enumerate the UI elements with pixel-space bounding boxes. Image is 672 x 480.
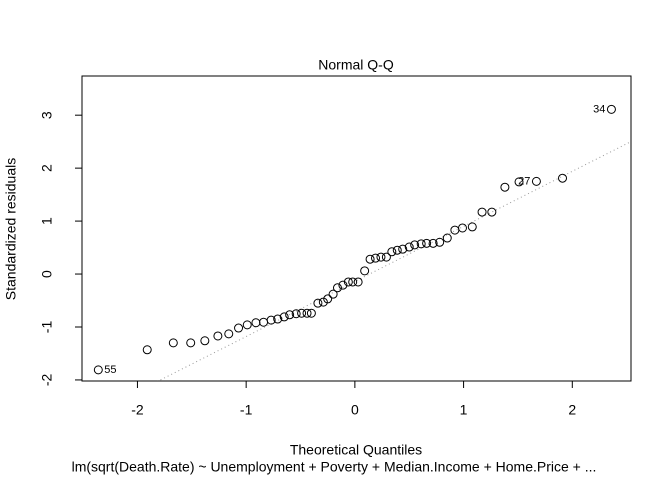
point bbox=[332, 283, 342, 293]
y-tick-label: 1 bbox=[39, 217, 55, 225]
point bbox=[224, 329, 234, 339]
point bbox=[467, 222, 477, 232]
point bbox=[606, 104, 616, 114]
point bbox=[392, 245, 402, 255]
point bbox=[410, 240, 420, 250]
point bbox=[450, 225, 460, 235]
point bbox=[285, 310, 295, 320]
point bbox=[328, 289, 338, 299]
point bbox=[558, 173, 568, 183]
point bbox=[343, 277, 353, 287]
point bbox=[273, 314, 283, 324]
point bbox=[381, 252, 391, 262]
point bbox=[457, 223, 467, 233]
point bbox=[376, 252, 386, 262]
point bbox=[313, 298, 323, 308]
point bbox=[477, 207, 487, 217]
point bbox=[435, 237, 445, 247]
chart-title: Normal Q-Q bbox=[318, 57, 394, 73]
point bbox=[93, 365, 103, 375]
point bbox=[200, 336, 210, 346]
point bbox=[186, 338, 196, 348]
point bbox=[371, 253, 381, 263]
point bbox=[442, 233, 452, 243]
point bbox=[365, 254, 375, 264]
point bbox=[353, 277, 363, 287]
point bbox=[242, 320, 252, 330]
point bbox=[213, 331, 223, 341]
point bbox=[398, 244, 408, 254]
y-tick-label: 2 bbox=[39, 164, 55, 172]
point bbox=[297, 308, 307, 318]
point bbox=[306, 308, 316, 318]
x-axis-label: Theoretical Quantiles bbox=[290, 442, 422, 458]
point bbox=[168, 338, 178, 348]
point bbox=[266, 315, 276, 325]
point bbox=[291, 309, 301, 319]
y-axis-label: Standardized residuals bbox=[3, 158, 19, 300]
point bbox=[422, 238, 432, 248]
point bbox=[416, 239, 426, 249]
point bbox=[338, 280, 348, 290]
x-tick-label: 0 bbox=[351, 402, 359, 418]
point bbox=[487, 207, 497, 217]
plot-frame bbox=[81, 75, 632, 382]
point bbox=[234, 323, 244, 333]
point-label: 27 bbox=[518, 175, 530, 187]
point bbox=[500, 182, 510, 192]
point bbox=[348, 277, 358, 287]
point bbox=[531, 176, 541, 186]
point-label: 55 bbox=[104, 364, 116, 376]
point bbox=[302, 308, 312, 318]
y-tick-label: 0 bbox=[39, 270, 55, 278]
y-tick-label: -2 bbox=[39, 374, 55, 387]
x-tick-label: -1 bbox=[240, 402, 253, 418]
reference-line bbox=[157, 141, 631, 381]
y-tick-label: 3 bbox=[39, 111, 55, 119]
point bbox=[142, 345, 152, 355]
point bbox=[360, 266, 370, 276]
point bbox=[259, 317, 269, 327]
point bbox=[279, 312, 289, 322]
point bbox=[514, 177, 524, 187]
x-tick-label: 1 bbox=[460, 402, 468, 418]
point bbox=[428, 238, 438, 248]
point bbox=[404, 242, 414, 252]
subtitle: lm(sqrt(Death.Rate) ~ Unemployment + Pov… bbox=[72, 459, 597, 475]
point bbox=[387, 247, 397, 257]
y-tick-label: -1 bbox=[39, 321, 55, 334]
point bbox=[323, 294, 333, 304]
point-label: 34 bbox=[593, 103, 605, 115]
point bbox=[251, 318, 261, 328]
x-tick-label: -2 bbox=[131, 402, 144, 418]
x-tick-label: 2 bbox=[568, 402, 576, 418]
